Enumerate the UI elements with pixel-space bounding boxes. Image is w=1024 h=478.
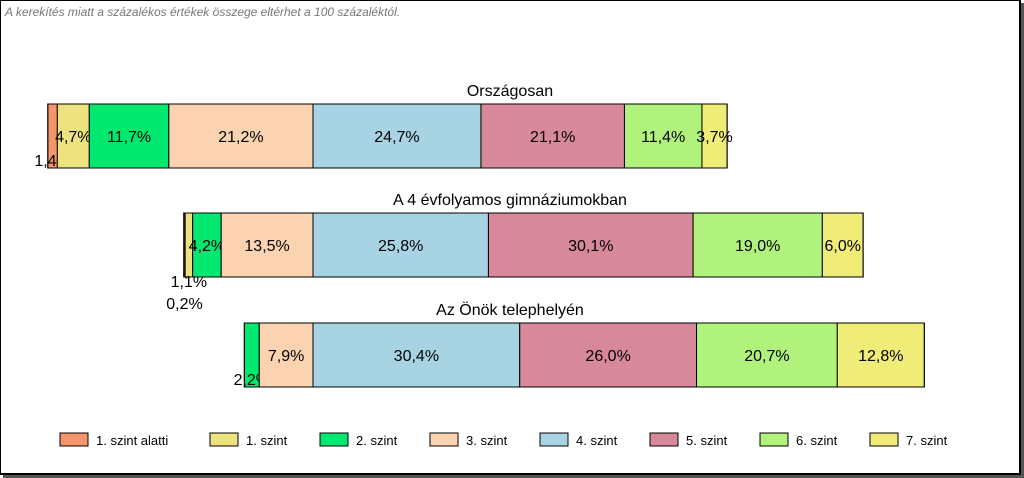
- data-label: 4,7%: [55, 129, 91, 146]
- legend-label: 1. szint: [246, 433, 288, 448]
- bar-segment: [692, 212, 823, 278]
- legend-label: 7. szint: [906, 433, 948, 448]
- data-label: 11,4%: [641, 129, 685, 146]
- data-label: 21,1%: [530, 129, 575, 146]
- data-label: 4,2%: [189, 238, 225, 255]
- legend-swatch: [539, 432, 569, 447]
- bar-outline: [183, 212, 864, 278]
- data-label: 30,1%: [568, 238, 613, 255]
- data-label: 13,5%: [244, 238, 289, 255]
- data-label: 25,8%: [378, 238, 423, 255]
- bar-segment: [487, 212, 694, 278]
- data-label: 21,2%: [218, 129, 263, 146]
- data-label: 0,2%: [166, 296, 202, 313]
- legend-label: 6. szint: [796, 433, 838, 448]
- legend-swatch: [59, 432, 89, 447]
- legend-label: 3. szint: [466, 433, 508, 448]
- group-title: A 4 évfolyamos gimnáziumokban: [393, 192, 627, 209]
- bar-segment: [821, 212, 864, 278]
- legend-label: 5. szint: [686, 433, 728, 448]
- bar-outline: [47, 103, 728, 169]
- legend-swatch: [649, 432, 679, 447]
- legend-swatch: [319, 432, 349, 447]
- data-label: 11,7%: [107, 129, 151, 146]
- data-label: 12,8%: [858, 348, 903, 365]
- legend-swatch: [759, 432, 789, 447]
- data-label: 6,0%: [824, 238, 860, 255]
- legend-swatch: [869, 432, 899, 447]
- bar-outline: [243, 322, 925, 388]
- bar-segment: [696, 322, 838, 388]
- bar-segment: [220, 212, 314, 278]
- data-label: 19,0%: [735, 238, 780, 255]
- data-label: 26,0%: [585, 348, 630, 365]
- data-label: 1,1%: [171, 274, 207, 291]
- legend-swatch: [429, 432, 459, 447]
- rounding-note: A kerekítés miatt a százalékos értékek ö…: [5, 5, 401, 19]
- bar-segment: [623, 103, 703, 169]
- group-title: Országosan: [467, 83, 553, 100]
- legend-label: 2. szint: [356, 433, 398, 448]
- group-title: Az Önök telephelyén: [436, 301, 584, 319]
- bar-segment: [192, 212, 222, 278]
- data-label: 7,9%: [268, 348, 304, 365]
- data-label: 3,7%: [696, 129, 732, 146]
- legend-swatch: [209, 432, 239, 447]
- data-label: 20,7%: [744, 348, 789, 365]
- legend-label: 1. szint alatti: [96, 433, 168, 448]
- legend-label: 4. szint: [576, 433, 618, 448]
- data-label: 24,7%: [374, 129, 419, 146]
- data-label: 30,4%: [394, 348, 439, 365]
